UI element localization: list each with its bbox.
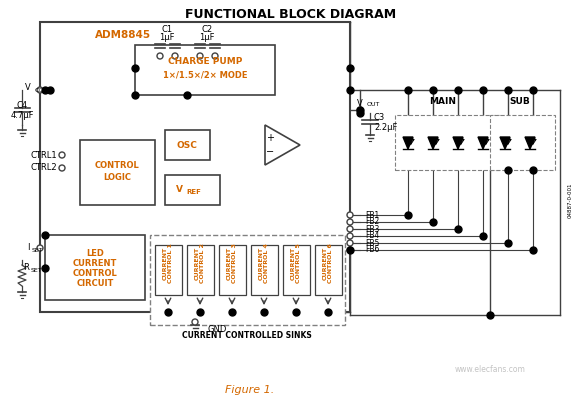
Circle shape bbox=[347, 212, 353, 218]
Circle shape bbox=[347, 240, 353, 246]
Text: FB6: FB6 bbox=[365, 245, 380, 254]
Bar bbox=[251, 245, 278, 295]
Text: R: R bbox=[23, 264, 29, 273]
Circle shape bbox=[347, 226, 353, 232]
Text: 1×/1.5×/2× MODE: 1×/1.5×/2× MODE bbox=[163, 70, 247, 79]
Circle shape bbox=[347, 233, 353, 239]
Text: CURRENT
CONTROL 1: CURRENT CONTROL 1 bbox=[163, 243, 173, 283]
Text: V: V bbox=[25, 83, 31, 92]
Circle shape bbox=[192, 319, 198, 325]
Bar bbox=[219, 245, 246, 295]
Text: CURRENT
CONTROL 6: CURRENT CONTROL 6 bbox=[322, 243, 333, 283]
Text: CURRENT
CONTROL 2: CURRENT CONTROL 2 bbox=[195, 243, 205, 283]
Text: CIRCUIT: CIRCUIT bbox=[76, 279, 114, 288]
Text: C1: C1 bbox=[161, 26, 173, 34]
Circle shape bbox=[37, 87, 43, 93]
Circle shape bbox=[212, 53, 218, 59]
Polygon shape bbox=[478, 137, 488, 149]
Text: CURRENT
CONTROL 4: CURRENT CONTROL 4 bbox=[259, 243, 269, 283]
Text: SET: SET bbox=[32, 247, 44, 252]
Text: FB5: FB5 bbox=[365, 239, 380, 247]
Text: FB3: FB3 bbox=[365, 224, 380, 234]
Text: C3: C3 bbox=[374, 113, 385, 122]
Polygon shape bbox=[403, 137, 413, 149]
Text: V: V bbox=[175, 185, 182, 194]
Circle shape bbox=[37, 245, 43, 251]
Text: 4.7μF: 4.7μF bbox=[10, 111, 34, 119]
Bar bbox=[165, 130, 210, 160]
Bar bbox=[80, 140, 155, 205]
Text: 1μF: 1μF bbox=[199, 34, 215, 43]
Text: CHARGE PUMP: CHARGE PUMP bbox=[168, 58, 242, 66]
Text: OUT: OUT bbox=[367, 102, 380, 107]
Bar bbox=[155, 245, 182, 295]
Text: FB1: FB1 bbox=[365, 211, 380, 220]
Text: C4: C4 bbox=[16, 100, 27, 109]
Circle shape bbox=[357, 107, 363, 113]
Circle shape bbox=[347, 219, 353, 225]
Text: GND: GND bbox=[207, 326, 226, 335]
Circle shape bbox=[157, 53, 163, 59]
Text: CC: CC bbox=[35, 87, 44, 92]
Bar bbox=[187, 245, 214, 295]
Circle shape bbox=[59, 152, 65, 158]
Polygon shape bbox=[525, 137, 535, 149]
Text: CONTROL: CONTROL bbox=[73, 269, 117, 277]
Polygon shape bbox=[500, 137, 510, 149]
Circle shape bbox=[197, 53, 203, 59]
Text: SUB: SUB bbox=[510, 98, 531, 107]
Text: www.elecfans.com: www.elecfans.com bbox=[455, 365, 525, 375]
Text: CURRENT: CURRENT bbox=[73, 258, 117, 267]
Text: 1μF: 1μF bbox=[159, 34, 175, 43]
Bar bbox=[40, 22, 350, 312]
Polygon shape bbox=[453, 137, 463, 149]
Text: LOGIC: LOGIC bbox=[103, 173, 131, 181]
Text: REF: REF bbox=[186, 189, 201, 195]
Text: FUNCTIONAL BLOCK DIAGRAM: FUNCTIONAL BLOCK DIAGRAM bbox=[185, 8, 396, 21]
Text: MAIN: MAIN bbox=[430, 98, 456, 107]
Text: CTRL2: CTRL2 bbox=[30, 164, 57, 173]
Polygon shape bbox=[265, 125, 300, 165]
Text: V: V bbox=[357, 98, 363, 107]
Text: ADM8845: ADM8845 bbox=[95, 30, 151, 40]
Text: CURRENT CONTROLLED SINKS: CURRENT CONTROLLED SINKS bbox=[182, 330, 312, 339]
Circle shape bbox=[347, 247, 353, 253]
Circle shape bbox=[172, 53, 178, 59]
Bar bbox=[283, 245, 310, 295]
Bar bbox=[150, 235, 345, 325]
Text: I: I bbox=[27, 243, 29, 252]
Bar bbox=[135, 45, 275, 95]
Text: CURRENT
CONTROL 5: CURRENT CONTROL 5 bbox=[290, 243, 301, 283]
Text: FB2: FB2 bbox=[365, 217, 380, 226]
Text: FB4: FB4 bbox=[365, 232, 380, 241]
Text: LED: LED bbox=[86, 249, 104, 258]
Bar bbox=[165, 175, 220, 205]
Circle shape bbox=[59, 165, 65, 171]
Text: OSC: OSC bbox=[177, 141, 198, 149]
Bar bbox=[45, 235, 145, 300]
Text: SET: SET bbox=[31, 267, 43, 273]
Text: +: + bbox=[266, 133, 274, 143]
Text: CTRL1: CTRL1 bbox=[30, 151, 57, 160]
Bar bbox=[315, 245, 342, 295]
Bar bbox=[395, 115, 500, 170]
Text: 2.2μF: 2.2μF bbox=[374, 124, 398, 132]
Text: −: − bbox=[266, 147, 274, 157]
Polygon shape bbox=[428, 137, 438, 149]
Text: C2: C2 bbox=[202, 26, 213, 34]
Text: CURRENT
CONTROL 3: CURRENT CONTROL 3 bbox=[227, 243, 237, 283]
Text: CONTROL: CONTROL bbox=[94, 160, 139, 170]
Bar bbox=[490, 115, 555, 170]
Text: 04887-0-001: 04887-0-001 bbox=[568, 182, 573, 218]
Text: Figure 1.: Figure 1. bbox=[226, 385, 275, 395]
